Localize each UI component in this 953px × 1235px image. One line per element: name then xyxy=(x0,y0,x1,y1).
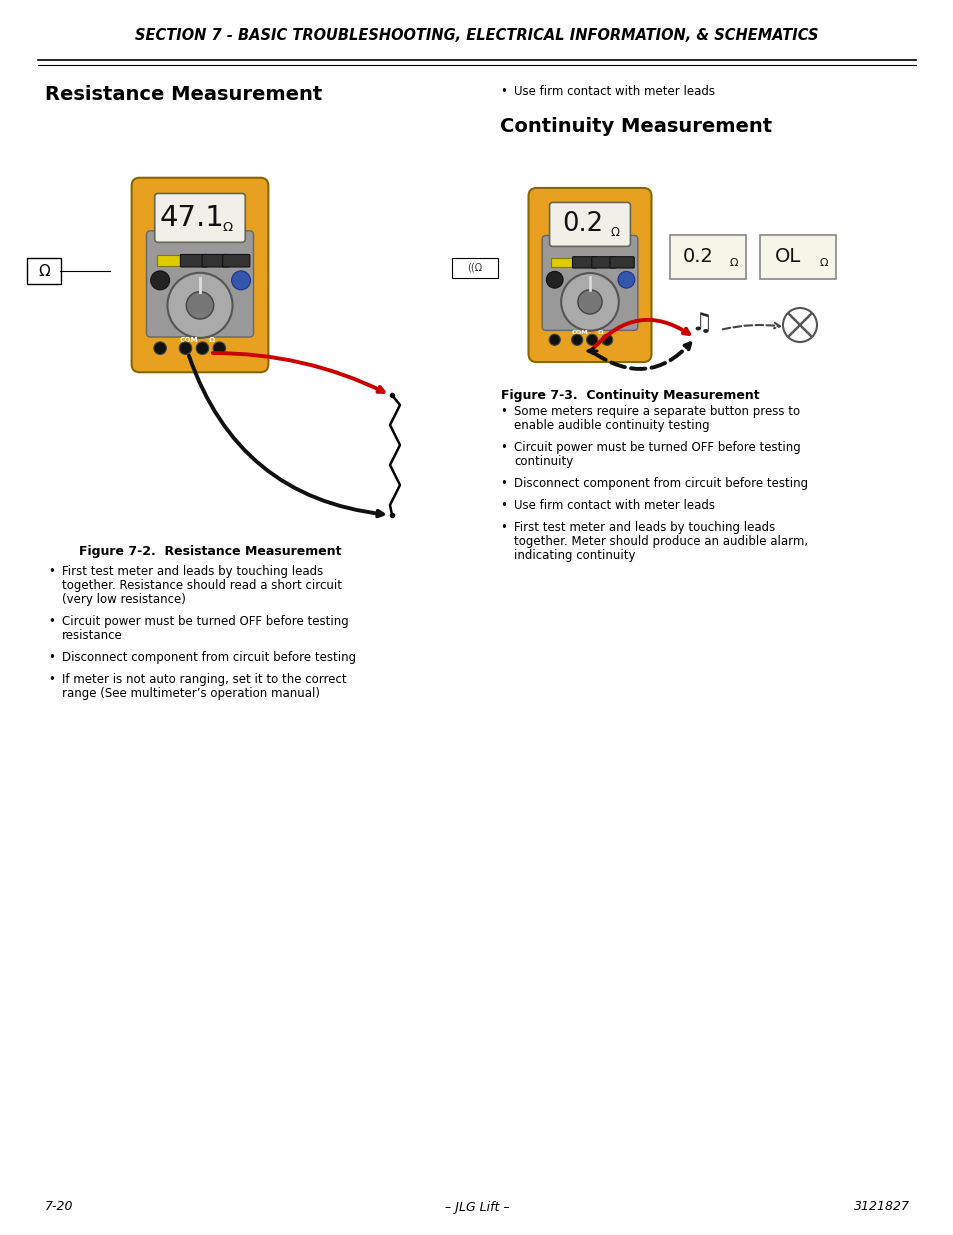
Text: •: • xyxy=(499,85,506,98)
Text: Circuit power must be turned OFF before testing: Circuit power must be turned OFF before … xyxy=(62,615,349,629)
Text: 0.2: 0.2 xyxy=(681,247,713,267)
Text: continuity: continuity xyxy=(514,454,573,468)
Text: •: • xyxy=(499,405,506,417)
Text: 7-20: 7-20 xyxy=(45,1200,73,1214)
Circle shape xyxy=(586,335,598,346)
Text: ((Ω: ((Ω xyxy=(467,263,482,273)
Text: •: • xyxy=(48,564,55,578)
FancyBboxPatch shape xyxy=(202,254,229,267)
Text: •: • xyxy=(48,615,55,629)
Text: Figure 7-2.  Resistance Measurement: Figure 7-2. Resistance Measurement xyxy=(79,545,341,558)
Text: range (See multimeter’s operation manual): range (See multimeter’s operation manual… xyxy=(62,687,319,700)
Text: Resistance Measurement: Resistance Measurement xyxy=(45,85,322,104)
Text: Some meters require a separate button press to: Some meters require a separate button pr… xyxy=(514,405,800,417)
FancyBboxPatch shape xyxy=(27,258,61,284)
Text: together. Meter should produce an audible alarm,: together. Meter should produce an audibl… xyxy=(514,535,807,548)
Circle shape xyxy=(546,272,562,288)
FancyBboxPatch shape xyxy=(669,235,745,279)
Text: (very low resistance): (very low resistance) xyxy=(62,593,186,606)
Text: – JLG Lift –: – JLG Lift – xyxy=(444,1200,509,1214)
Text: Ω: Ω xyxy=(610,226,618,240)
Text: together. Resistance should read a short circuit: together. Resistance should read a short… xyxy=(62,579,341,592)
Text: Ω: Ω xyxy=(208,337,214,343)
Circle shape xyxy=(578,290,601,314)
Circle shape xyxy=(196,342,209,354)
Text: 0.2: 0.2 xyxy=(561,211,602,237)
FancyBboxPatch shape xyxy=(132,178,268,372)
Circle shape xyxy=(213,342,225,354)
FancyBboxPatch shape xyxy=(452,258,497,278)
Circle shape xyxy=(153,342,166,354)
Circle shape xyxy=(571,335,582,346)
Circle shape xyxy=(232,270,251,290)
FancyBboxPatch shape xyxy=(147,231,253,337)
FancyBboxPatch shape xyxy=(760,235,835,279)
Circle shape xyxy=(560,273,618,331)
Circle shape xyxy=(179,342,192,354)
Text: Disconnect component from circuit before testing: Disconnect component from circuit before… xyxy=(62,651,355,664)
Circle shape xyxy=(601,335,612,346)
Text: enable audible continuity testing: enable audible continuity testing xyxy=(514,419,709,432)
Text: OL: OL xyxy=(774,247,801,267)
Text: •: • xyxy=(48,651,55,664)
FancyBboxPatch shape xyxy=(549,203,630,246)
Text: Use firm contact with meter leads: Use firm contact with meter leads xyxy=(514,499,714,513)
FancyBboxPatch shape xyxy=(222,254,250,267)
Bar xyxy=(156,256,184,266)
Circle shape xyxy=(186,291,213,319)
Text: •: • xyxy=(499,477,506,490)
Text: Continuity Measurement: Continuity Measurement xyxy=(499,117,771,136)
Text: 47.1: 47.1 xyxy=(159,204,224,232)
Text: First test meter and leads by touching leads: First test meter and leads by touching l… xyxy=(62,564,323,578)
Text: 3121827: 3121827 xyxy=(853,1200,909,1214)
Circle shape xyxy=(168,273,233,338)
Bar xyxy=(551,258,575,267)
Text: indicating continuity: indicating continuity xyxy=(514,550,635,562)
FancyBboxPatch shape xyxy=(528,188,651,362)
Text: Disconnect component from circuit before testing: Disconnect component from circuit before… xyxy=(514,477,807,490)
Text: If meter is not auto ranging, set it to the correct: If meter is not auto ranging, set it to … xyxy=(62,673,346,685)
FancyBboxPatch shape xyxy=(154,194,245,242)
FancyBboxPatch shape xyxy=(572,257,597,268)
FancyBboxPatch shape xyxy=(541,236,638,331)
Text: COM: COM xyxy=(571,330,588,335)
Circle shape xyxy=(618,272,634,288)
Text: •: • xyxy=(499,499,506,513)
Circle shape xyxy=(151,270,170,290)
Circle shape xyxy=(782,308,816,342)
Text: •: • xyxy=(499,441,506,454)
Text: resistance: resistance xyxy=(62,629,123,642)
Text: Ω: Ω xyxy=(729,258,738,268)
Text: Ω: Ω xyxy=(223,221,233,233)
Text: ♫: ♫ xyxy=(690,311,713,335)
Text: •: • xyxy=(48,673,55,685)
Text: Circuit power must be turned OFF before testing: Circuit power must be turned OFF before … xyxy=(514,441,800,454)
Text: SECTION 7 - BASIC TROUBLESHOOTING, ELECTRICAL INFORMATION, & SCHEMATICS: SECTION 7 - BASIC TROUBLESHOOTING, ELECT… xyxy=(135,27,818,42)
Text: Use firm contact with meter leads: Use firm contact with meter leads xyxy=(514,85,714,98)
Circle shape xyxy=(549,335,559,346)
Text: •: • xyxy=(499,521,506,534)
FancyBboxPatch shape xyxy=(180,254,208,267)
Text: COM: COM xyxy=(179,337,197,343)
FancyBboxPatch shape xyxy=(591,257,616,268)
Text: Ω: Ω xyxy=(819,258,827,268)
FancyBboxPatch shape xyxy=(609,257,634,268)
Text: Ω: Ω xyxy=(597,330,602,335)
Text: Figure 7-3.  Continuity Measurement: Figure 7-3. Continuity Measurement xyxy=(500,389,759,403)
Text: First test meter and leads by touching leads: First test meter and leads by touching l… xyxy=(514,521,775,534)
Text: Ω: Ω xyxy=(38,263,50,279)
